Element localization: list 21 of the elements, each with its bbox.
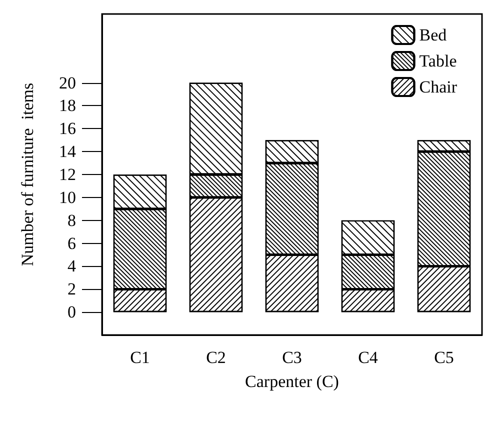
y-axis-title: Number of furniture items [18,82,37,266]
y-tick-label: 18 [59,96,76,116]
y-tick-label: 10 [59,188,76,207]
x-axis-title: Carpenter (C) [245,372,339,391]
y-tick-label: 14 [59,142,76,162]
legend-label: Table [419,52,457,70]
legend-label: Bed [419,26,448,44]
y-tick-label: 12 [59,165,76,184]
legend-label: Chair [419,78,458,96]
y-tick-label: 16 [59,119,76,138]
y-tick-label: 4 [68,256,76,276]
x-tick-label: C3 [282,348,302,367]
y-tick-label: 6 [68,234,76,253]
x-tick-label: C4 [358,348,378,367]
y-tick-label: 20 [59,73,76,92]
x-tick-label: C1 [130,348,150,367]
x-tick-label: C5 [434,348,454,367]
y-tick-label: 8 [68,210,76,230]
x-tick-label: C2 [206,348,226,367]
y-tick-label: 2 [68,280,76,299]
y-tick-label: 0 [68,302,76,322]
